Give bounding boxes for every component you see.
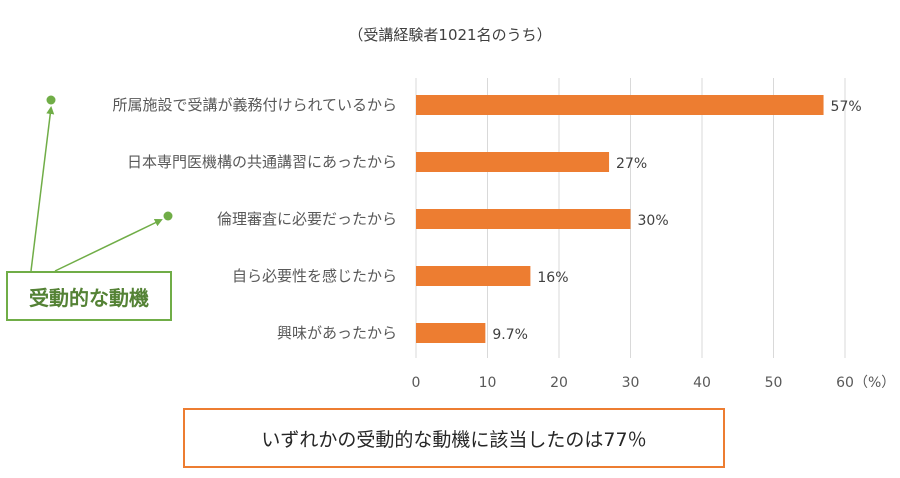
x-tick-label: 10: [479, 375, 497, 391]
category-label: 興味があったから: [277, 324, 397, 342]
bar: [416, 266, 531, 286]
x-tick-label: 0: [412, 375, 421, 391]
category-label: 所属施設で受講が義務付けられているから: [112, 96, 397, 114]
x-tick-label: 20: [550, 375, 568, 391]
bar: [416, 209, 631, 229]
summary-box: いずれかの受動的な動機に該当したのは77％: [183, 408, 725, 468]
bar: [416, 152, 610, 172]
category-label: 日本専門医機構の共通講習にあったから: [127, 153, 397, 171]
labels: 0 10 20 30 40 50 60 （%） 所属施設で受講が義務付けられているから 57% 日本…: [112, 96, 895, 391]
x-tick-label: 40: [693, 375, 711, 391]
category-label: 倫理審査に必要だったから: [217, 210, 397, 228]
value-label: 9.7%: [492, 327, 528, 343]
chart-subtitle: （受講経験者1021名のうち）: [348, 26, 552, 44]
annotation-dot: [46, 95, 56, 105]
x-unit-label: （%）: [854, 375, 895, 391]
value-label: 30%: [638, 213, 669, 229]
bar: [416, 323, 486, 343]
category-label: 自ら必要性を感じたから: [232, 267, 397, 285]
value-label: 27%: [616, 156, 647, 172]
x-tick-label: 50: [765, 375, 783, 391]
x-tick-label: 30: [622, 375, 640, 391]
annotation-arrow: [30, 106, 55, 272]
annotation-dot: [163, 211, 173, 221]
annotation-arrow: [54, 218, 163, 272]
annotation-arrows: [30, 95, 173, 272]
bars: [416, 95, 824, 343]
bar: [416, 95, 824, 115]
passive-motive-box: 受動的な動機: [6, 271, 172, 321]
value-label: 57%: [831, 99, 862, 115]
value-label: 16%: [537, 270, 568, 286]
x-tick-label: 60: [836, 375, 854, 391]
